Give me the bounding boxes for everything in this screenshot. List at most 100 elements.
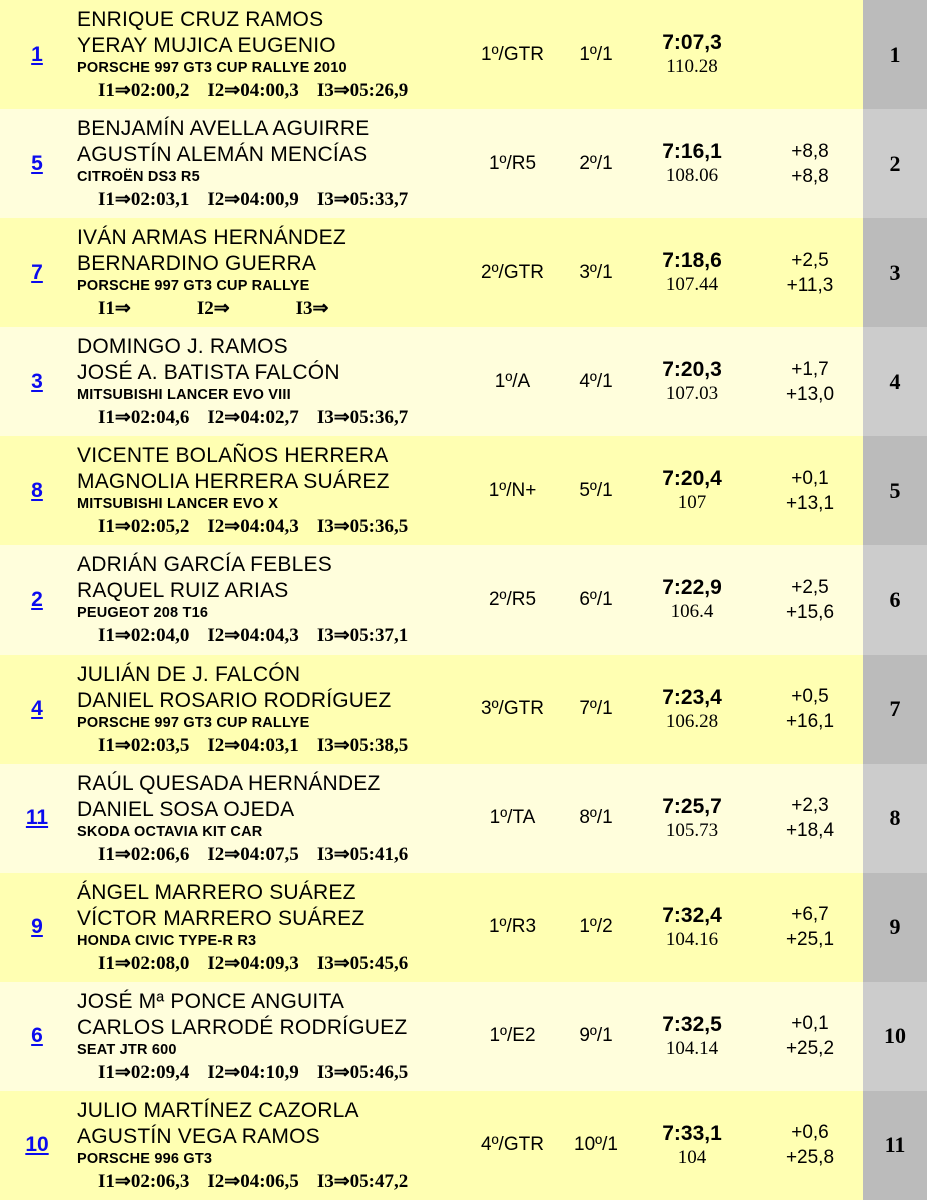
intermediate-2-value: 04:10,9 <box>240 1061 299 1083</box>
driver-name: JULIO MARTÍNEZ CAZORLA <box>77 1098 359 1122</box>
gap-cell: +2,3 +18,4 <box>757 764 863 873</box>
intermediate-1-value: 02:06,3 <box>130 1170 190 1192</box>
entry-number-link[interactable]: 4 <box>31 697 43 721</box>
result-row: 4 JULIÁN DE J. FALCÓN DANIEL ROSARIO ROD… <box>0 654 927 764</box>
gap-to-previous: +0,6 <box>791 1122 829 1144</box>
intermediate-3-value: 05:26,9 <box>349 80 409 101</box>
gap-to-leader: +15,6 <box>785 601 835 623</box>
intermediate-3: I3⇒ 05:33,7 <box>317 189 408 211</box>
result-row: 9 ÁNGEL MARRERO SUÁREZ VÍCTOR MARRERO SU… <box>0 872 927 982</box>
class-position: 1º/A <box>494 370 531 392</box>
time-cell: 7:32,4 104.16 <box>627 873 757 982</box>
intermediate-3-label: I3⇒ <box>316 1061 350 1083</box>
crew-cell: ADRIÁN GARCÍA FEBLES RAQUEL RUIZ ARIAS P… <box>74 545 460 654</box>
intermediate-1-label: I1⇒ <box>98 189 131 211</box>
intermediate-2-label: I2⇒ <box>207 1170 241 1192</box>
entry-number-link[interactable]: 8 <box>31 478 43 502</box>
intermediate-1-label: I1⇒ <box>98 1170 131 1192</box>
entry-number-link[interactable]: 2 <box>31 587 43 611</box>
result-row: 8 VICENTE BOLAÑOS HERRERA MAGNOLIA HERRE… <box>0 436 927 546</box>
driver-name: ENRIQUE CRUZ RAMOS <box>77 8 324 31</box>
intermediate-1: I1⇒ 02:06,6 <box>98 844 189 866</box>
overall-position: 10 <box>863 981 927 1091</box>
intermediate-2-value: 04:06,5 <box>240 1170 299 1192</box>
total-time: 7:20,3 <box>662 358 722 382</box>
gap-to-leader: +25,1 <box>785 929 835 951</box>
driver-name: VICENTE BOLAÑOS HERRERA <box>77 444 389 468</box>
intermediate-times: I1⇒ 02:08,0 I2⇒ 04:09,3 I3⇒ 05:45,6 <box>77 953 460 975</box>
entry-number-cell: 2 <box>0 545 74 654</box>
intermediate-3-value: 05:33,7 <box>349 189 409 211</box>
intermediate-2-value: 04:00,9 <box>240 189 299 211</box>
average-speed: 110.28 <box>666 56 718 78</box>
intermediate-2-value <box>230 298 278 320</box>
intermediate-2: I2⇒ 04:00,3 <box>207 80 298 102</box>
gap-to-leader: +25,8 <box>785 1147 835 1169</box>
intermediate-1-value: 02:09,4 <box>130 1061 190 1083</box>
result-row: 5 BENJAMÍN AVELLA AGUIRRE AGUSTÍN ALEMÁN… <box>0 109 927 219</box>
car-model: SKODA OCTAVIA KIT CAR <box>77 823 263 840</box>
codriver-name: RAQUEL RUIZ ARIAS <box>77 579 289 603</box>
gap-cell: +2,5 +11,3 <box>757 218 863 327</box>
entry-number-link[interactable]: 3 <box>31 369 43 393</box>
intermediate-1: I1⇒ 02:08,0 <box>98 953 189 975</box>
intermediate-1-value <box>131 298 179 320</box>
intermediate-3: I3⇒ 05:36,7 <box>317 407 408 429</box>
gap-cell: +6,7 +25,1 <box>757 873 863 982</box>
result-row: 3 DOMINGO J. RAMOS JOSÉ A. BATISTA FALCÓ… <box>0 327 927 437</box>
stage-position: 6º/1 <box>579 588 613 610</box>
entry-number-cell: 7 <box>0 218 74 327</box>
gap-to-previous: +1,7 <box>791 358 829 380</box>
gap-to-leader: +16,1 <box>785 711 835 733</box>
overall-position: 1 <box>863 0 927 110</box>
entry-number-cell: 8 <box>0 436 74 545</box>
overall-position: 4 <box>863 327 927 437</box>
stage-position: 4º/1 <box>579 370 613 392</box>
entry-number-link[interactable]: 5 <box>31 151 43 175</box>
total-time: 7:22,9 <box>662 576 722 600</box>
gap-to-leader: +25,2 <box>785 1038 835 1060</box>
result-row: 7 IVÁN ARMAS HERNÁNDEZ BERNARDINO GUERRA… <box>0 218 927 328</box>
entry-number-cell: 3 <box>0 327 74 436</box>
intermediate-2-value: 04:07,5 <box>240 843 299 865</box>
intermediate-1: I1⇒ 02:04,6 <box>98 407 189 429</box>
intermediate-2: I2⇒ 04:07,5 <box>207 844 298 866</box>
entry-number-link[interactable]: 6 <box>31 1024 43 1048</box>
intermediate-2: I2⇒ 04:09,3 <box>207 953 298 975</box>
intermediate-3: I3⇒ 05:45,6 <box>317 953 408 975</box>
entry-number-link[interactable]: 1 <box>31 42 43 66</box>
intermediate-3: I3⇒ 05:36,5 <box>317 516 408 538</box>
intermediate-1-value: 02:00,2 <box>130 80 190 101</box>
class-position: 1º/E2 <box>489 1025 536 1047</box>
intermediate-2: I2⇒ 04:06,5 <box>207 1171 298 1193</box>
intermediate-1-label: I1⇒ <box>98 952 131 974</box>
intermediate-2-label: I2⇒ <box>207 189 241 211</box>
entry-number-link[interactable]: 11 <box>25 806 49 830</box>
intermediate-times: I1⇒ 02:09,4 I2⇒ 04:10,9 I3⇒ 05:46,5 <box>77 1062 460 1084</box>
intermediate-3-label: I3⇒ <box>295 298 329 320</box>
intermediate-3: I3⇒ 05:37,1 <box>317 625 408 647</box>
car-model: MITSUBISHI LANCER EVO X <box>77 496 279 513</box>
entry-number-link[interactable]: 9 <box>31 915 43 939</box>
entry-number-link[interactable]: 7 <box>31 260 43 284</box>
stage-position: 10º/1 <box>574 1134 618 1156</box>
intermediate-3-label: I3⇒ <box>316 407 350 429</box>
entry-number-link[interactable]: 10 <box>25 1133 49 1157</box>
driver-name: ÁNGEL MARRERO SUÁREZ <box>77 880 356 904</box>
intermediate-times: I1⇒ 02:05,2 I2⇒ 04:04,3 I3⇒ 05:36,5 <box>77 516 460 538</box>
result-row: 2 ADRIÁN GARCÍA FEBLES RAQUEL RUIZ ARIAS… <box>0 545 927 655</box>
intermediate-2-label: I2⇒ <box>207 843 241 865</box>
intermediate-1-value: 02:05,2 <box>130 516 190 538</box>
driver-name: DOMINGO J. RAMOS <box>77 335 288 359</box>
crew-cell: ENRIQUE CRUZ RAMOS YERAY MUJICA EUGENIO … <box>74 0 460 109</box>
intermediate-3-label: I3⇒ <box>316 189 350 211</box>
intermediate-2-value: 04:03,1 <box>240 734 299 756</box>
intermediate-1-label: I1⇒ <box>98 516 131 538</box>
stage-position: 8º/1 <box>579 807 613 829</box>
total-time: 7:16,1 <box>662 140 722 164</box>
intermediate-3-value: 05:46,5 <box>349 1061 409 1083</box>
gap-to-previous: +0,5 <box>791 686 829 708</box>
intermediate-2-value: 04:02,7 <box>240 407 299 429</box>
class-position: 2º/R5 <box>488 588 537 610</box>
